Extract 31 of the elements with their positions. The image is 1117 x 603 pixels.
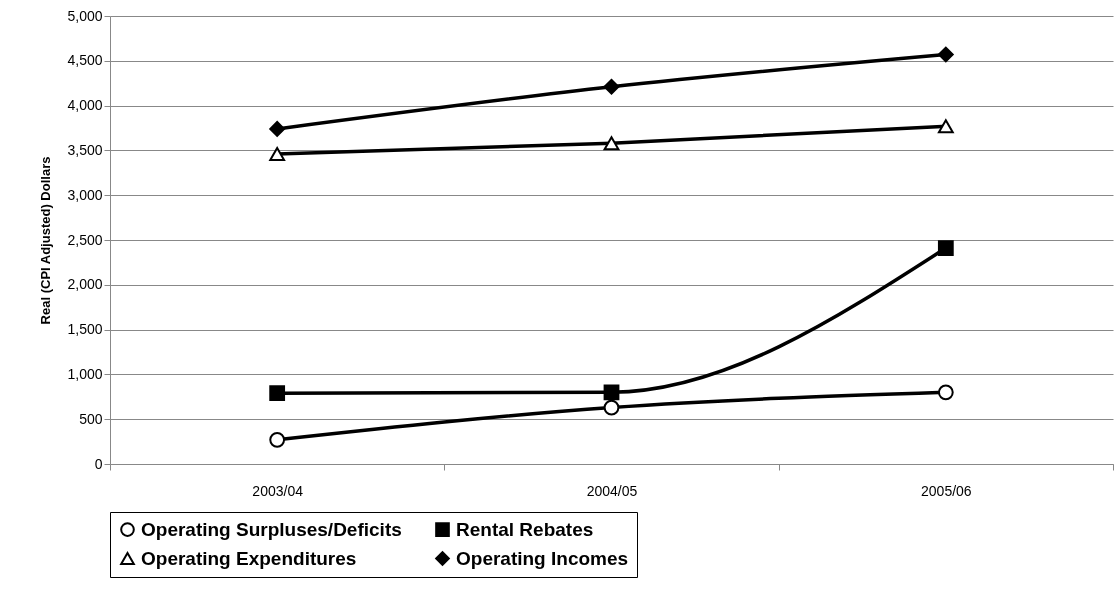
point: [937, 240, 954, 256]
point: [937, 384, 954, 401]
y-tick-label: 0: [94, 455, 103, 472]
y-tick-label: 2,500: [67, 231, 103, 248]
y-tick-label: 4,500: [67, 52, 103, 69]
y-tick-label: 1,000: [67, 365, 103, 382]
y-tick-label: 4,000: [67, 97, 103, 114]
y-tick-label: 1,500: [67, 321, 103, 338]
point: [603, 78, 620, 95]
legend-label: Operating Expenditures: [141, 547, 357, 569]
y-tick-label: 500: [79, 410, 103, 427]
point: [937, 46, 954, 63]
point: [603, 399, 620, 416]
point: [603, 136, 620, 151]
y-tick-label: 5,000: [67, 7, 103, 24]
legend-label: Rental Rebates: [456, 518, 594, 540]
y-axis-title: Real (CPI Adjusted) Dollars: [38, 156, 54, 325]
y-tick-label: 3,000: [67, 186, 103, 203]
legend-label: Operating Incomes: [456, 547, 629, 569]
legend-label: Operating Surpluses/Deficits: [141, 518, 402, 540]
y-tick-label: 3,500: [67, 141, 103, 158]
point: [269, 431, 286, 448]
x-tick-label: 2005/06: [921, 482, 972, 499]
point: [269, 147, 286, 161]
point: [603, 384, 620, 401]
x-tick-label: 2004/05: [586, 482, 638, 499]
point: [937, 119, 954, 134]
point: [269, 385, 286, 402]
y-tick-label: 2,000: [67, 276, 103, 293]
x-tick-label: 2003/04: [252, 482, 304, 499]
point: [269, 121, 286, 137]
